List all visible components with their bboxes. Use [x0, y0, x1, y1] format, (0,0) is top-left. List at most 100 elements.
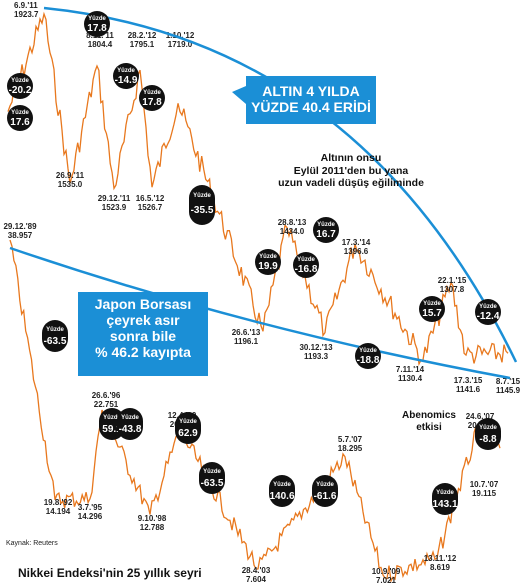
gold-change-badge: [293, 252, 319, 278]
gold-point-date: 8.7.'15: [496, 377, 521, 386]
gold-change-value: -14.9: [115, 75, 138, 86]
gold-point-date: 30.12.'13: [299, 343, 333, 352]
nikkei-point-value: 18.295: [338, 444, 363, 453]
nikkei-change-badge: [199, 462, 225, 494]
gold-headline: ALTIN 4 YILDA YÜZDE 40.4 ERİDİ: [246, 76, 376, 124]
gold-change-label: Yüzde: [193, 193, 211, 199]
gold-change-label: Yüzde: [117, 68, 135, 74]
source-note: Kaynak: Reuters: [6, 540, 58, 547]
gold-change-badge: [139, 85, 165, 111]
gold-change-badge: [84, 11, 110, 37]
gold-change-label: Yüzde: [317, 222, 335, 228]
gold-change-label: Yüzde: [259, 254, 277, 260]
gold-point-value: 1141.6: [456, 385, 481, 394]
gold-point-date: 28.2.'12: [128, 31, 157, 40]
nikkei-point-date: 5.7.'07: [338, 435, 363, 444]
gold-change-badge: [189, 185, 215, 225]
nikkei-point-value: 38.957: [8, 231, 33, 240]
nikkei-change-value: 140.6: [269, 491, 294, 502]
nikkei-headline-line1: Japon Borsası: [94, 296, 192, 312]
gold-point-date: 17.3.'15: [454, 376, 483, 385]
gold-point-value: 1795.1: [130, 40, 155, 49]
gold-change-label: Yüzde: [11, 110, 29, 116]
gold-change-label: Yüzde: [88, 16, 106, 22]
gold-change-value: 17.8: [142, 97, 162, 108]
nikkei-change-label: Yüzde: [46, 327, 64, 333]
nikkei-change-value: -43.8: [119, 424, 142, 435]
gold-point-value: 1526.7: [138, 203, 163, 212]
nikkei-headline: Japon Borsası çeyrek asır sonra bile % 4…: [78, 292, 208, 376]
nikkei-headline-line4: % 46.2 kayıpta: [95, 344, 191, 361]
nikkei-point-value: 19.115: [472, 489, 497, 498]
gold-arc-pointer: [232, 86, 246, 104]
gold-change-badge: [113, 63, 139, 89]
nikkei-change-label: Yüzde: [179, 419, 197, 425]
nikkei-point-date: 3.7.'95: [78, 503, 103, 512]
gold-change-label: Yüzde: [359, 348, 377, 354]
nikkei-change-value: -63.5: [201, 478, 224, 489]
gold-point-date: 26.9.'11: [56, 171, 85, 180]
nikkei-point-date: 10.9.'09: [372, 567, 401, 576]
gold-change-label: Yüzde: [143, 90, 161, 96]
gold-change-badge: [7, 73, 33, 99]
nikkei-headline-line3: sonra bile: [109, 328, 177, 345]
nikkei-change-label: Yüzde: [103, 415, 121, 421]
nikkei-headline-line2: çeyrek asır: [106, 312, 180, 329]
gold-point-date: 6.9.'11: [14, 1, 38, 10]
nikkei-point-date: 19.8.'92: [44, 498, 73, 507]
gold-change-value: -35.5: [191, 205, 214, 216]
nikkei-index-line: [9, 239, 501, 583]
nikkei-change-label: Yüzde: [436, 490, 454, 496]
gold-change-badge: [7, 105, 33, 131]
gold-point-date: 26.6.'13: [232, 328, 261, 337]
gold-change-value: -18.8: [357, 355, 380, 366]
gold-change-value: -20.2: [9, 85, 32, 96]
gold-point-value: 1535.0: [58, 180, 83, 189]
nikkei-change-value: 143.1: [432, 499, 457, 510]
nikkei-point-date: 9.10.'98: [138, 514, 167, 523]
nikkei-change-label: Yüzde: [121, 415, 139, 421]
gold-point-value: 1523.9: [102, 203, 127, 212]
nikkei-point-value: 12.788: [140, 523, 165, 532]
gold-point-date: 22.1.'15: [438, 276, 467, 285]
gold-change-badge: [313, 217, 339, 243]
nikkei-point-value: 7.021: [376, 576, 397, 584]
gold-point-value: 1396.6: [344, 247, 369, 256]
nikkei-change-badge: [269, 475, 295, 507]
gold-change-label: Yüzde: [11, 78, 29, 84]
gold-change-value: 15.7: [422, 308, 442, 319]
gold-point-value: 1130.4: [398, 374, 423, 383]
nikkei-change-value: -61.6: [314, 491, 337, 502]
gold-point-date: 1.10.'12: [166, 31, 195, 40]
nikkei-point-date: 29.12.'89: [3, 222, 37, 231]
nikkei-change-badge: [475, 418, 501, 450]
nikkei-trend-arc: [9, 246, 511, 380]
nikkei-change-label: Yüzde: [273, 482, 291, 488]
nikkei-change-badge: [42, 320, 68, 352]
nikkei-point-date: 13.11.'12: [424, 554, 457, 563]
gold-change-value: -12.4: [477, 311, 500, 322]
nikkei-change-value: -63.5: [44, 336, 67, 347]
gold-change-value: 19.9: [258, 261, 278, 272]
gold-point-value: 1923.7: [14, 10, 39, 19]
nikkei-change-label: Yüzde: [479, 425, 497, 431]
gold-change-label: Yüzde: [479, 304, 497, 310]
gold-change-value: -16.8: [295, 264, 318, 275]
gold-point-value: 1196.1: [234, 337, 259, 346]
nikkei-point-date: 28.4.'03: [242, 566, 271, 575]
nikkei-point-value: 22.751: [94, 400, 119, 409]
nikkei-change-label: Yüzde: [203, 469, 221, 475]
gold-point-value: 1434.0: [280, 227, 305, 236]
gold-note-line3: uzun vadeli düşüş eğiliminde: [278, 177, 424, 190]
abenomics-line1: Abenomics: [402, 410, 456, 421]
nikkei-point-date: 10.7.'07: [470, 480, 499, 489]
nikkei-change-value: 59.1: [102, 424, 122, 435]
gold-point-date: 17.3.'14: [342, 238, 371, 247]
nikkei-point-value: 14.296: [78, 512, 103, 521]
gold-change-badge: [255, 249, 281, 275]
nikkei-change-value: -8.8: [479, 434, 497, 445]
nikkei-change-value: 62.9: [178, 428, 198, 439]
gold-point-value: 1804.4: [88, 40, 113, 49]
